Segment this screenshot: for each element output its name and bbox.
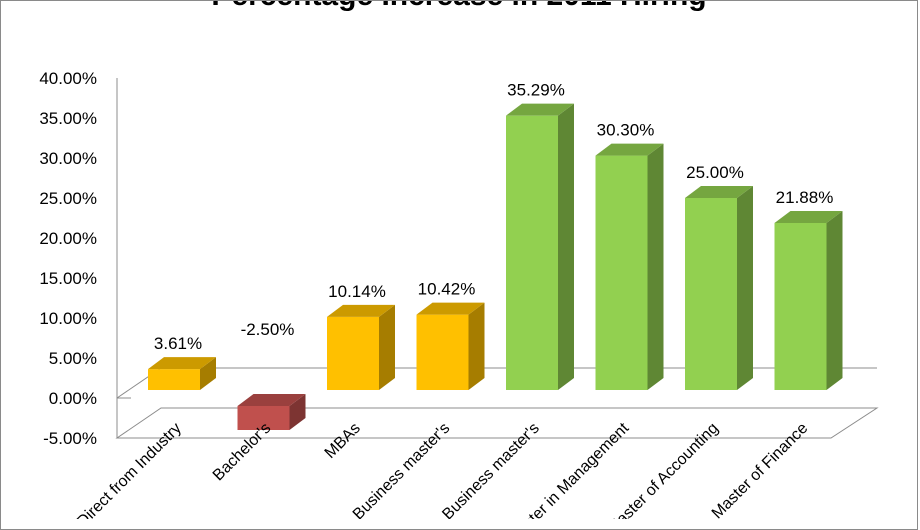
bar-6 <box>595 143 664 390</box>
bar-side <box>468 302 485 390</box>
bar-side <box>737 186 753 390</box>
bar-front <box>148 369 200 390</box>
bar-side <box>558 103 574 391</box>
data-label: 25.00% <box>686 163 744 182</box>
bar-2 <box>237 394 306 430</box>
bar-side <box>200 357 216 390</box>
zero-plane-line <box>116 367 877 399</box>
y-tick-label: 10.00% <box>39 309 97 328</box>
bar-side <box>379 304 395 390</box>
data-label: -2.50% <box>241 320 295 339</box>
bar-top <box>774 210 843 223</box>
bar-top <box>237 394 306 406</box>
bar-7 <box>685 186 753 390</box>
bar-top <box>416 302 485 315</box>
category-label: Business master's <box>439 420 542 519</box>
bar-side <box>647 143 664 390</box>
axis-layer: 40.00% 35.00% 30.00% 25.00% 20.00% 15.00% 10.0… <box>39 69 879 448</box>
y-tick-label: 40.00% <box>39 69 97 88</box>
bar-front <box>237 406 290 430</box>
bar-top <box>506 103 574 116</box>
y-tick-label: -5.00% <box>43 429 97 448</box>
data-label: 30.30% <box>597 121 655 140</box>
bar-front <box>774 222 827 390</box>
chart-title: Percentage Increase in 2011 Hiring <box>211 1 706 12</box>
bar-front <box>327 316 379 390</box>
bar-front <box>506 115 558 391</box>
bar-1 <box>148 357 216 390</box>
bar-top <box>327 304 395 317</box>
bar-3 <box>327 304 395 390</box>
bar-front <box>416 314 469 390</box>
floor-plane <box>115 407 879 439</box>
bar-4 <box>416 302 485 390</box>
y-tick-label: 0.00% <box>49 389 97 408</box>
category-label: MBAs <box>322 420 364 462</box>
bar-5 <box>506 103 574 391</box>
category-label: Business master's <box>350 420 453 519</box>
bar-top <box>595 143 664 156</box>
bar-side <box>826 210 843 390</box>
bar-top <box>148 357 216 370</box>
y-tick-label: 5.00% <box>49 349 97 368</box>
y-tick-label: 15.00% <box>39 269 97 288</box>
y-tick-label: 25.00% <box>39 189 97 208</box>
y-tick-label: 35.00% <box>39 109 97 128</box>
category-label: Master of Finance <box>709 420 812 519</box>
data-label: 3.61% <box>154 334 202 353</box>
data-label: 35.29% <box>507 81 565 100</box>
bar-front <box>685 198 737 390</box>
data-label: 10.14% <box>328 282 386 301</box>
bar-front <box>595 155 648 390</box>
bar-top <box>685 186 753 198</box>
data-label: 10.42% <box>418 280 476 299</box>
bars-layer <box>148 103 843 430</box>
bar-chart: Percentage Increase in 2011 Hiring 40.00… <box>39 1 879 519</box>
data-label: 21.88% <box>776 188 834 207</box>
bar-8 <box>774 210 843 390</box>
y-tick-label: 30.00% <box>39 149 97 168</box>
y-tick-label: 20.00% <box>39 229 97 248</box>
